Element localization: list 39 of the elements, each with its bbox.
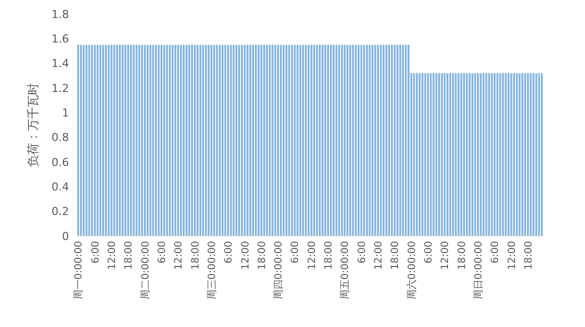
x-tick-label: 周一0:00:00: [74, 241, 85, 300]
x-tick-label: 12:00: [106, 241, 118, 270]
x-tick-label: 12:00: [240, 241, 252, 270]
x-tick-label: 周四0:00:00: [274, 241, 285, 300]
x-tick-label: 18:00: [523, 241, 534, 270]
x-tick-label: 18:00: [390, 241, 402, 270]
y-tick-label: 1.8: [52, 8, 69, 21]
y-tick-label: 0.6: [52, 156, 69, 169]
y-tick-label: 1: [62, 106, 69, 120]
x-tick-label: 6:00: [356, 241, 368, 264]
x-tick-label: 6:00: [90, 241, 102, 264]
y-tick-label: 0.4: [52, 180, 69, 194]
x-tick-label: 12:00: [506, 241, 518, 270]
x-tick-label: 6:00: [423, 241, 434, 264]
x-tick-label: 周三0:00:00: [206, 241, 218, 300]
x-tick-label: 18:00: [124, 241, 135, 270]
x-tick-label: 6:00: [290, 241, 302, 264]
x-tick-label: 12:00: [374, 241, 385, 270]
y-tick-label: 1.6: [52, 32, 69, 46]
x-tick-label: 6:00: [156, 241, 168, 264]
x-tick-label: 6:00: [224, 241, 235, 264]
x-tick-label: 周五0:00:00: [340, 241, 352, 300]
x-tick-label: 12:00: [440, 241, 452, 270]
x-tick-label: 12:00: [306, 241, 318, 270]
x-tick-label: 周二0:00:00: [140, 241, 152, 300]
y-tick-label: 0.2: [52, 205, 69, 218]
x-tick-label: 12:00: [174, 241, 185, 270]
x-tick-label: 6:00: [490, 241, 502, 264]
x-tick-label: 18:00: [256, 241, 268, 270]
y-tick-label: 1.4: [52, 57, 69, 70]
y-axis-title: 负荷：万千瓦时: [26, 83, 40, 167]
y-tick-label: 0: [62, 230, 69, 243]
y-tick-label: 1.2: [52, 82, 69, 95]
y-tick-label: 0.8: [52, 131, 69, 144]
x-tick-label: 18:00: [190, 241, 202, 270]
x-tick-label: 18:00: [456, 241, 468, 270]
x-tick-label: 周六0:00:00: [406, 241, 418, 300]
x-tick-label: 周日0:00:00: [473, 241, 484, 300]
x-tick-label: 18:00: [324, 241, 335, 270]
